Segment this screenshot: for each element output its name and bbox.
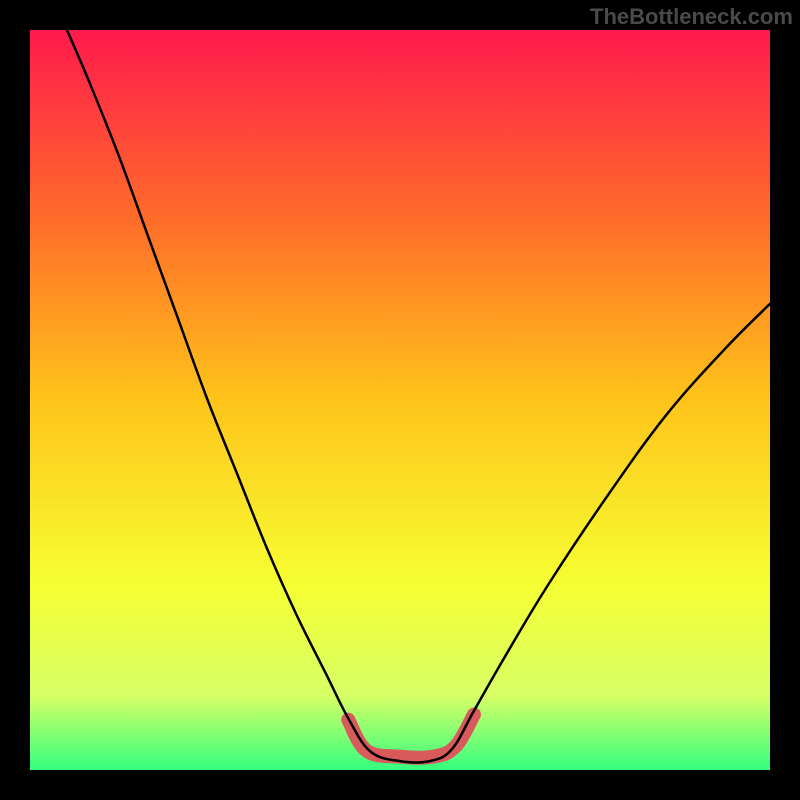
chart-container: TheBottleneck.com bbox=[0, 0, 800, 800]
gradient-plot-area bbox=[30, 30, 770, 770]
watermark-text: TheBottleneck.com bbox=[590, 4, 793, 30]
